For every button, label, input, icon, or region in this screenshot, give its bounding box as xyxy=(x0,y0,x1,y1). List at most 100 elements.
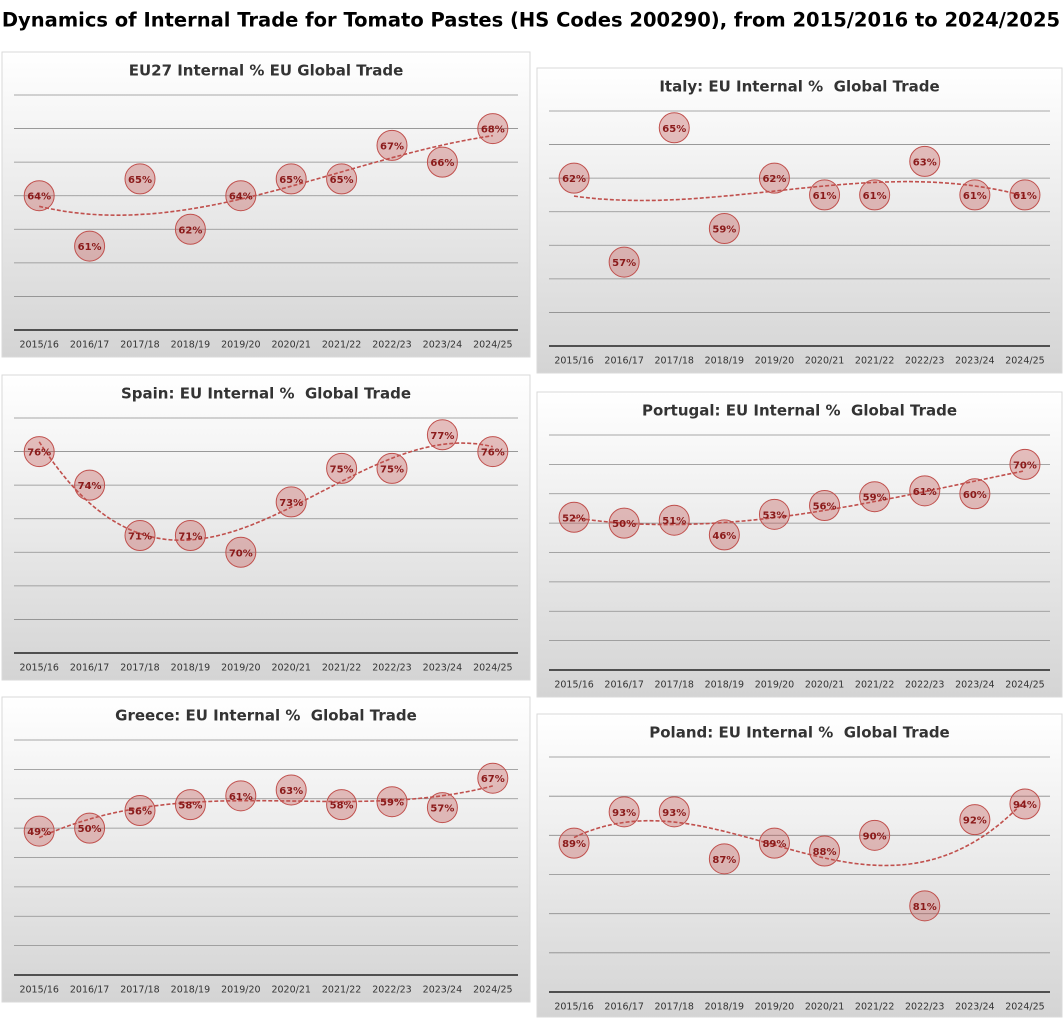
x-tick-label: 2023/24 xyxy=(955,680,994,691)
data-point xyxy=(74,230,106,262)
x-tick-label: 2023/24 xyxy=(423,340,462,351)
data-label: 62% xyxy=(762,174,786,185)
x-tick-label: 2020/21 xyxy=(271,985,310,996)
trend-line xyxy=(573,469,1026,526)
data-point xyxy=(326,452,358,484)
x-tick-label: 2020/21 xyxy=(805,1002,844,1013)
chart-background xyxy=(1,374,531,681)
x-tick-label: 2017/18 xyxy=(120,663,159,674)
data-point xyxy=(608,246,640,278)
data-label: 61% xyxy=(1013,191,1037,202)
data-point xyxy=(477,113,509,145)
data-label: 65% xyxy=(662,124,686,135)
data-point xyxy=(275,774,307,806)
chart: Poland: EU Internal % Global Trade 2015/1… xyxy=(536,713,1063,1018)
data-point xyxy=(74,469,106,501)
x-tick-label: 2024/25 xyxy=(1005,356,1044,367)
chart-title: Italy: EU Internal % Global Trade xyxy=(659,78,939,96)
data-point xyxy=(426,792,458,824)
data-label: 94% xyxy=(1013,800,1037,811)
data-point xyxy=(174,213,206,245)
data-point xyxy=(758,827,790,859)
data-label: 59% xyxy=(863,493,887,504)
data-label: 57% xyxy=(430,804,454,815)
x-tick-label: 2017/18 xyxy=(655,680,694,691)
chart-background xyxy=(1,696,531,1003)
data-label: 46% xyxy=(712,531,736,542)
data-label: 61% xyxy=(813,191,837,202)
x-tick-label: 2018/19 xyxy=(705,680,744,691)
x-tick-label: 2018/19 xyxy=(705,1002,744,1013)
data-label: 89% xyxy=(562,839,586,850)
data-label: 50% xyxy=(78,824,102,835)
data-point xyxy=(909,145,941,177)
data-point xyxy=(608,796,640,828)
x-tick-label: 2016/17 xyxy=(604,680,643,691)
data-point xyxy=(658,112,690,144)
x-tick-label: 2016/17 xyxy=(604,1002,643,1013)
data-label: 71% xyxy=(178,532,202,543)
data-point xyxy=(124,795,156,826)
data-point xyxy=(326,789,358,821)
data-point xyxy=(124,520,156,551)
x-tick-label: 2020/21 xyxy=(805,356,844,367)
x-tick-label: 2017/18 xyxy=(120,340,159,351)
data-point xyxy=(708,843,740,875)
data-point xyxy=(174,789,206,821)
data-label: 59% xyxy=(380,798,404,809)
data-label: 66% xyxy=(430,158,454,169)
chart: Italy: EU Internal % Global Trade 2015/16… xyxy=(536,67,1063,374)
data-point xyxy=(859,481,891,513)
data-label: 73% xyxy=(279,498,303,509)
data-label: 52% xyxy=(562,513,586,524)
data-point xyxy=(708,213,740,244)
trend-line xyxy=(573,180,1026,202)
data-label: 90% xyxy=(863,831,887,842)
data-label: 71% xyxy=(128,532,152,543)
chart-title: EU27 Internal % EU Global Trade xyxy=(129,62,404,80)
x-tick-label: 2015/16 xyxy=(19,985,58,996)
data-label: 57% xyxy=(612,258,636,269)
data-label: 62% xyxy=(562,174,586,185)
data-label: 58% xyxy=(330,801,354,812)
x-tick-label: 2021/22 xyxy=(855,356,894,367)
data-label: 65% xyxy=(330,175,354,186)
data-point xyxy=(959,179,991,211)
x-tick-label: 2015/16 xyxy=(554,680,593,691)
data-label: 63% xyxy=(913,157,937,168)
x-tick-label: 2020/21 xyxy=(805,680,844,691)
chart-background xyxy=(1,51,531,358)
chart-title: Portugal: EU Internal % Global Trade xyxy=(642,402,957,420)
data-label: 68% xyxy=(481,125,505,136)
data-label: 75% xyxy=(380,464,404,475)
x-tick-label: 2023/24 xyxy=(955,356,994,367)
data-label: 92% xyxy=(963,816,987,827)
x-tick-label: 2019/20 xyxy=(755,1002,794,1013)
data-label: 56% xyxy=(813,502,837,513)
data-point xyxy=(225,780,257,812)
data-label: 50% xyxy=(612,519,636,530)
data-point xyxy=(909,475,941,507)
data-label: 75% xyxy=(330,464,354,475)
data-label: 64% xyxy=(229,192,253,203)
data-label: 61% xyxy=(863,191,887,202)
data-label: 61% xyxy=(963,191,987,202)
data-label: 56% xyxy=(128,807,152,818)
data-label: 70% xyxy=(1013,460,1037,471)
data-point xyxy=(376,129,408,161)
data-point xyxy=(23,180,55,212)
x-tick-label: 2016/17 xyxy=(604,356,643,367)
x-tick-label: 2021/22 xyxy=(322,663,361,674)
x-tick-label: 2017/18 xyxy=(655,356,694,367)
x-tick-label: 2015/16 xyxy=(19,340,58,351)
x-tick-label: 2022/23 xyxy=(905,1002,944,1013)
data-point xyxy=(74,812,106,844)
data-point xyxy=(809,835,841,867)
x-tick-label: 2024/25 xyxy=(473,340,512,351)
data-point xyxy=(174,520,206,551)
data-point xyxy=(477,762,509,794)
data-label: 76% xyxy=(481,448,505,459)
x-tick-label: 2017/18 xyxy=(655,1002,694,1013)
x-tick-label: 2016/17 xyxy=(70,340,109,351)
x-tick-label: 2021/22 xyxy=(855,1002,894,1013)
